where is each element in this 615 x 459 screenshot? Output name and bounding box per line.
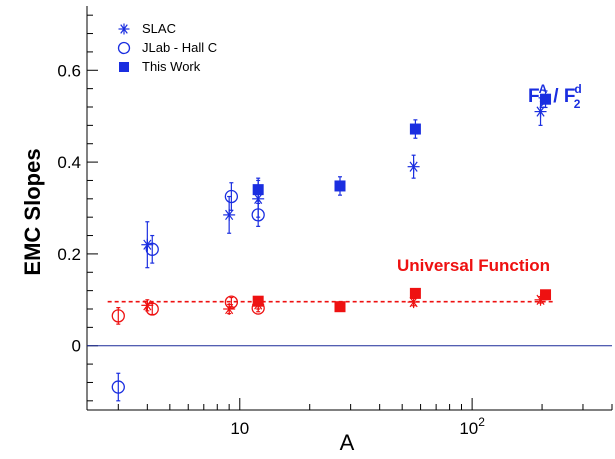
square-marker [252, 295, 264, 307]
open-circle-marker [145, 242, 159, 256]
square-marker [334, 180, 346, 192]
x-tick-label: 102 [459, 415, 485, 438]
legend-entry: JLab - Hall C [117, 40, 217, 55]
ratio-sub-den: 2 [574, 97, 581, 111]
y-tick-label: 0.4 [57, 153, 81, 172]
data-point [409, 287, 421, 299]
star-marker [223, 208, 236, 221]
square-marker [540, 289, 552, 301]
ratio-label: FA 2 / Fd 2 [528, 82, 582, 111]
y-tick-label: 0.6 [57, 61, 81, 80]
data-point [111, 307, 125, 325]
square-marker [119, 62, 129, 72]
data-point [334, 176, 346, 196]
data-point [334, 301, 346, 313]
ratio-f-num: F [528, 86, 540, 107]
legend-entry: This Work [119, 59, 201, 74]
legend-entry: SLAC [118, 21, 176, 36]
star-marker [223, 303, 236, 315]
y-tick-label: 0 [72, 337, 81, 356]
data-point [251, 202, 265, 227]
legend: SLAC JLab - Hall C This Work [117, 21, 217, 74]
square-marker [252, 184, 264, 196]
data-point [141, 221, 154, 269]
square-marker [409, 123, 421, 135]
open-circle-marker [224, 189, 239, 204]
ratio-sub-num: 2 [539, 97, 546, 111]
data-point [252, 295, 264, 307]
square-marker [540, 93, 552, 105]
data-point [540, 90, 552, 109]
ratio-f-den: F [564, 86, 576, 107]
data-point [409, 119, 421, 139]
y-axis-title: EMC Slopes [20, 148, 45, 275]
open-circle-marker [117, 41, 131, 55]
y-tick-label: 0.2 [57, 245, 81, 264]
legend-label: JLab - Hall C [142, 40, 217, 55]
data-point [145, 302, 159, 316]
star-marker [141, 238, 154, 251]
ratio-sup-den: d [574, 82, 581, 96]
open-circle-marker [251, 208, 265, 222]
open-circle-marker [111, 309, 125, 323]
star-marker [118, 23, 130, 35]
x-axis-title: A [340, 430, 355, 454]
universal-function-label: Universal Function [397, 256, 550, 275]
data-point [224, 295, 239, 309]
data-point [540, 289, 552, 301]
open-circle-marker [111, 380, 125, 394]
x-tick-label: 10 [230, 419, 249, 438]
open-circle-marker [224, 295, 239, 309]
data-point [223, 303, 236, 315]
legend-label: SLAC [142, 21, 176, 36]
data-point [407, 154, 420, 179]
data-point [224, 182, 239, 211]
data-point [252, 177, 264, 202]
square-marker [334, 301, 346, 313]
data-point [534, 97, 547, 126]
data-point [145, 234, 159, 264]
axis-ticks: 0 0.2 0.4 0.6 10 102 [57, 14, 613, 438]
star-marker [407, 160, 420, 173]
data-marks [111, 90, 552, 402]
open-circle-marker [145, 302, 159, 316]
star-marker [534, 105, 547, 118]
legend-label: This Work [142, 59, 201, 74]
ratio-sup-num: A [539, 82, 548, 96]
ratio-separator: / [548, 86, 564, 107]
data-point [111, 372, 125, 402]
square-marker [409, 287, 421, 299]
